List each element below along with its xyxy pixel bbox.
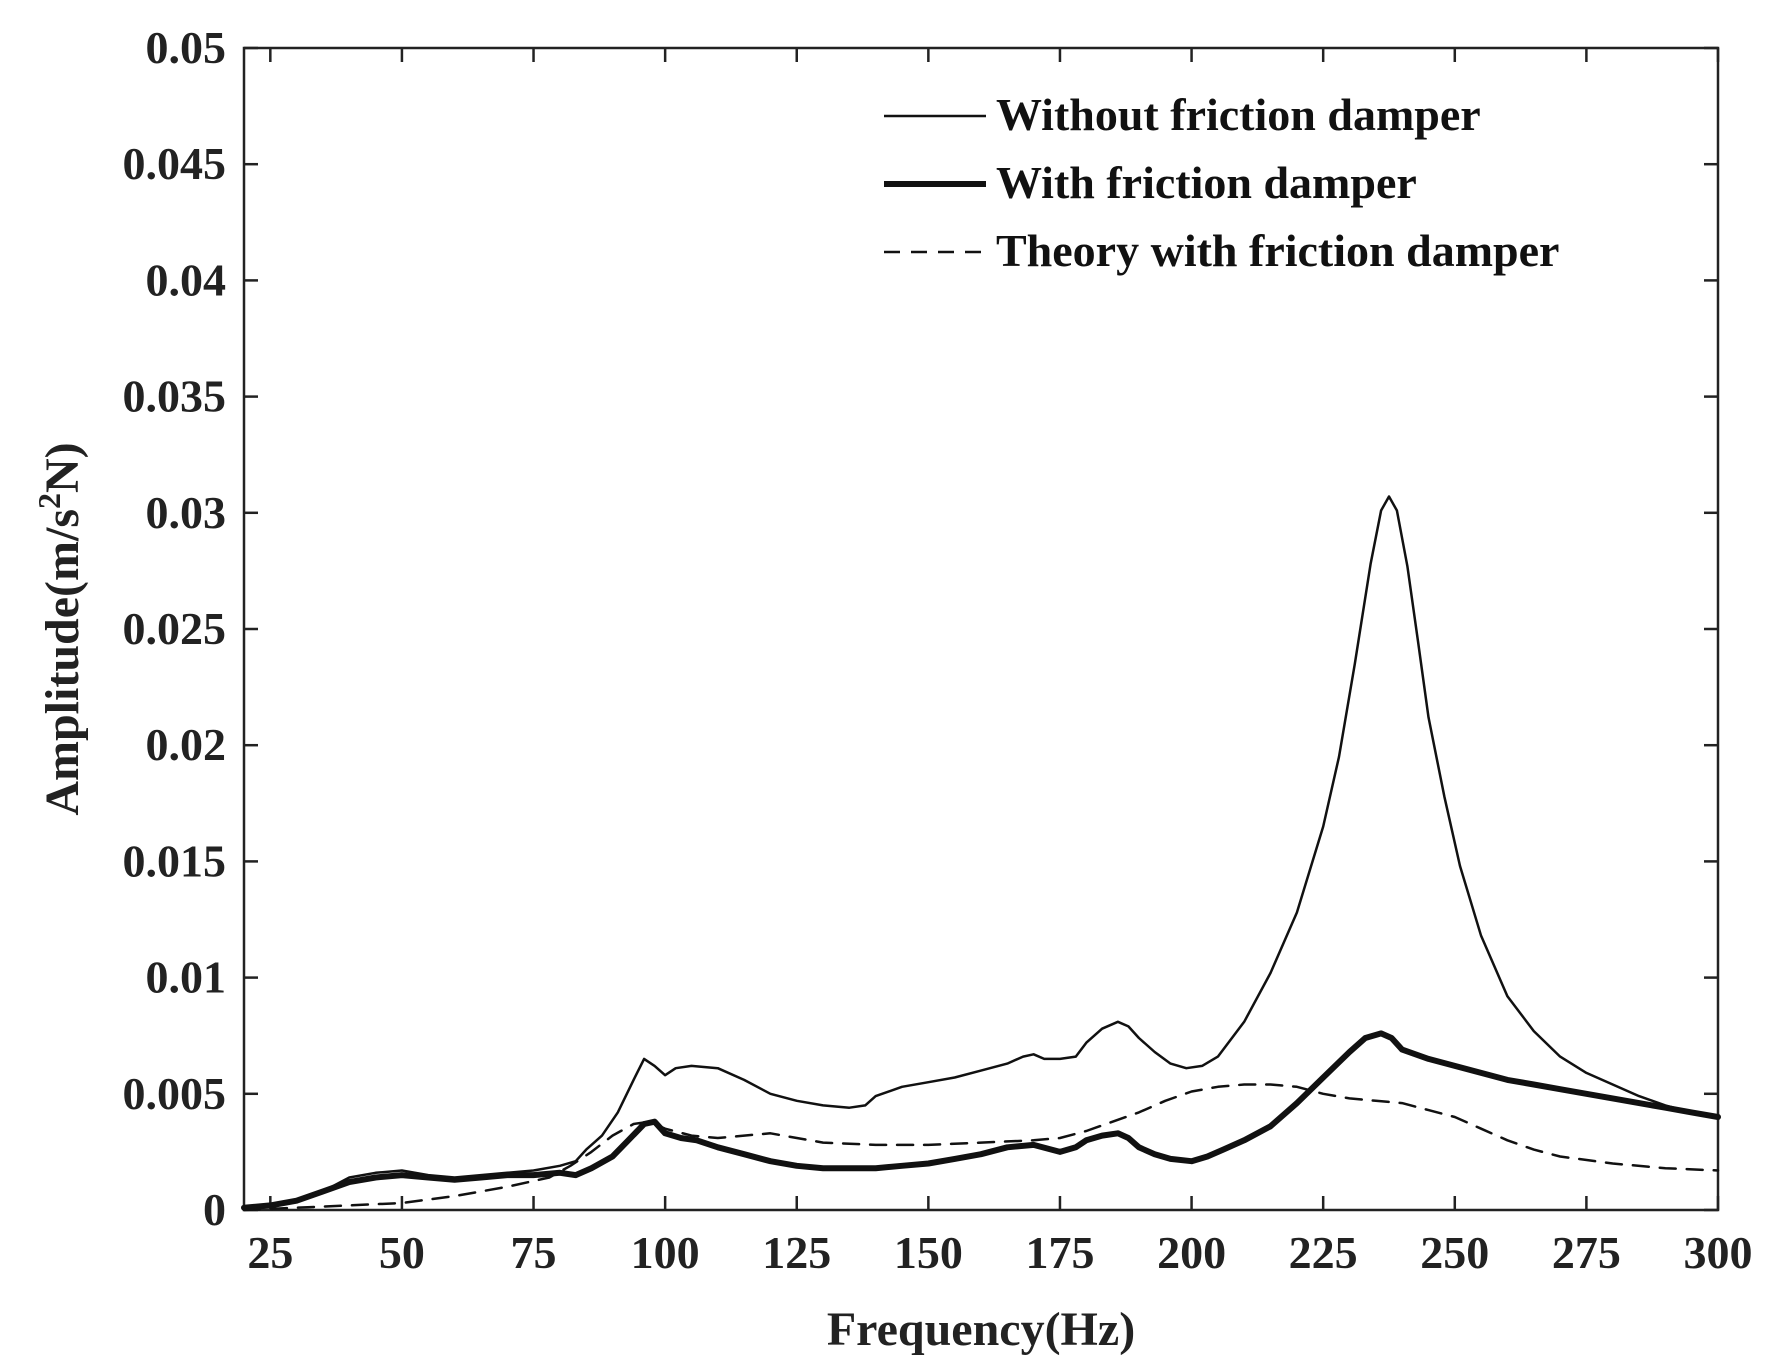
x-tick-label: 300 xyxy=(1684,1227,1753,1278)
x-tick-label: 50 xyxy=(379,1227,425,1278)
y-tick-label: 0.03 xyxy=(146,487,227,538)
x-tick-label: 200 xyxy=(1157,1227,1226,1278)
y-tick-label: 0.025 xyxy=(123,603,227,654)
series-line-thin-solid xyxy=(242,495,1720,1209)
y-tick-label: 0.05 xyxy=(146,22,227,73)
x-tick-label: 175 xyxy=(1025,1227,1094,1278)
y-axis-title: Amplitude(m/s2N) xyxy=(31,442,89,815)
x-tick-label: 250 xyxy=(1420,1227,1489,1278)
y-tick-label: 0.005 xyxy=(123,1068,227,1119)
x-tick-label: 225 xyxy=(1289,1227,1358,1278)
legend-label: Without friction damper xyxy=(996,89,1481,140)
x-tick-label: 100 xyxy=(631,1227,700,1278)
y-tick-label: 0.04 xyxy=(146,254,227,305)
series-line-dashed xyxy=(242,1083,1720,1212)
plot-frame xyxy=(242,46,1720,1212)
x-tick-label: 75 xyxy=(511,1227,557,1278)
y-axis-title-main: Amplitude(m/s xyxy=(36,509,89,816)
y-tick-label: 0.01 xyxy=(146,952,227,1003)
x-tick-label: 275 xyxy=(1552,1227,1621,1278)
x-tick-label: 125 xyxy=(762,1227,831,1278)
x-tick-label: 150 xyxy=(894,1227,963,1278)
y-axis-title-tail: N) xyxy=(36,442,89,493)
y-axis-ticks: 0 0.005 0.01 0.015 0.02 0.025 0.03 0.035 0.04 0.0… xyxy=(123,22,1718,1235)
x-axis-title: Frequency(Hz) xyxy=(827,1303,1135,1356)
x-axis-ticks: 25 50 75 100 125 150 175 200 225 250 275 300 xyxy=(247,48,1753,1278)
legend: Without friction damper With friction dam… xyxy=(884,89,1559,276)
y-tick-label: 0.02 xyxy=(146,719,227,770)
legend-label: With friction damper xyxy=(996,157,1417,208)
series-line-thick-solid xyxy=(241,1030,1721,1211)
y-axis-title-superscript: 2 xyxy=(31,493,67,509)
y-tick-label: 0.015 xyxy=(123,835,227,886)
series-layer xyxy=(241,495,1721,1212)
y-tick-label: 0.045 xyxy=(123,138,227,189)
y-tick-label: 0 xyxy=(203,1184,226,1235)
x-tick-label: 25 xyxy=(247,1227,293,1278)
legend-label: Theory with friction damper xyxy=(996,225,1559,276)
y-tick-label: 0.035 xyxy=(123,371,227,422)
